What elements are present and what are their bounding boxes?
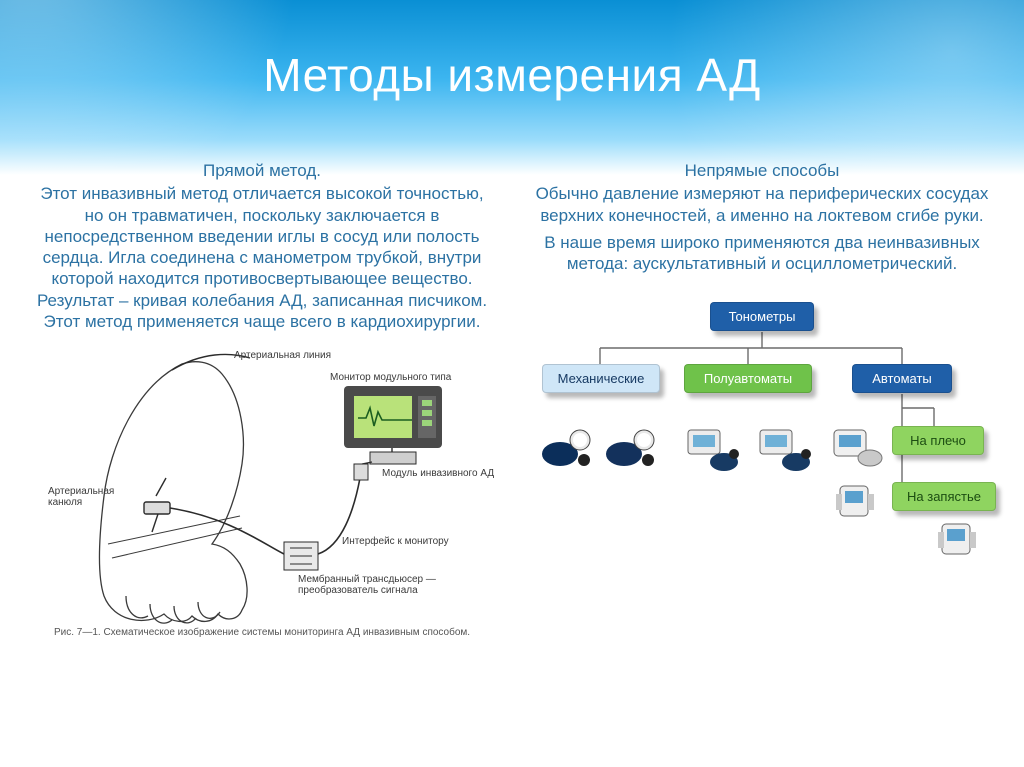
node-semiauto: Полуавтоматы: [684, 364, 812, 393]
slide-title: Методы измерения АД: [0, 48, 1024, 102]
device-auto-wrist-1: [832, 480, 878, 524]
node-mechanical: Механические: [542, 364, 660, 393]
device-mechanical-1: [538, 424, 594, 470]
monitor-icon: [344, 386, 442, 464]
device-semiauto-1: [682, 424, 742, 474]
device-auto-wrist-2: [934, 518, 980, 562]
label-arterial-cannula: Артериальная канюля: [48, 486, 114, 508]
figure-caption: Рис. 7—1. Схематическое изображение сист…: [42, 627, 482, 638]
label-monitor: Монитор модульного типа: [330, 372, 451, 383]
right-subheading: Непрямые способы: [530, 160, 994, 181]
left-column: Прямой метод. Этот инвазивный метод отли…: [30, 160, 512, 757]
node-auto: Автоматы: [852, 364, 952, 393]
invasive-method-figure: Артериальная линия Артериальная канюля М…: [42, 346, 482, 636]
device-auto-arm: [830, 422, 884, 470]
label-interface: Интерфейс к монитору: [342, 536, 449, 547]
device-semiauto-2: [754, 424, 814, 474]
left-body-text: Этот инвазивный метод отличается высокой…: [30, 183, 494, 332]
label-module: Модуль инвазивного АД: [382, 468, 494, 479]
node-root: Тонометры: [710, 302, 814, 331]
node-wrist: На запястье: [892, 482, 996, 511]
right-paragraph-2: В наше время широко применяются два неин…: [530, 232, 994, 275]
tonometer-hierarchy: Тонометры Механические Полуавтоматы Авто…: [532, 298, 992, 568]
label-transducer: Мембранный трансдьюсер — преобразователь…: [298, 574, 436, 596]
right-column: Непрямые способы Обычно давление измеряю…: [512, 160, 994, 757]
content-row: Прямой метод. Этот инвазивный метод отли…: [0, 160, 1024, 767]
node-upper-arm: На плечо: [892, 426, 984, 455]
right-paragraph-1: Обычно давление измеряют на периферическ…: [530, 183, 994, 226]
device-mechanical-2: [602, 424, 658, 470]
label-arterial-line: Артериальная линия: [234, 350, 331, 361]
left-subheading: Прямой метод.: [30, 160, 494, 181]
